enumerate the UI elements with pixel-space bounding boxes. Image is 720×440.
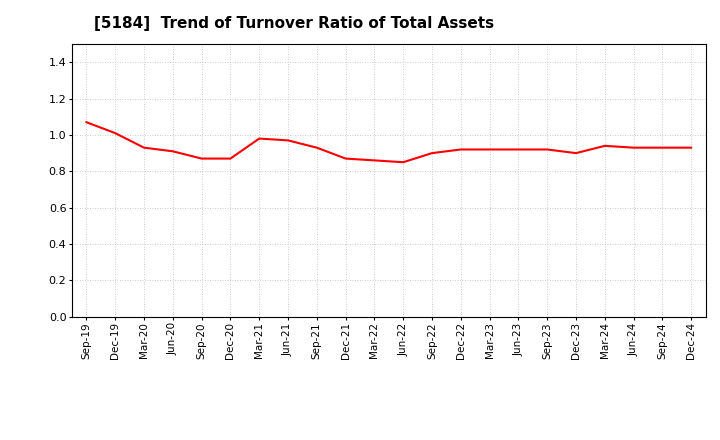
Text: [5184]  Trend of Turnover Ratio of Total Assets: [5184] Trend of Turnover Ratio of Total …	[94, 16, 494, 31]
